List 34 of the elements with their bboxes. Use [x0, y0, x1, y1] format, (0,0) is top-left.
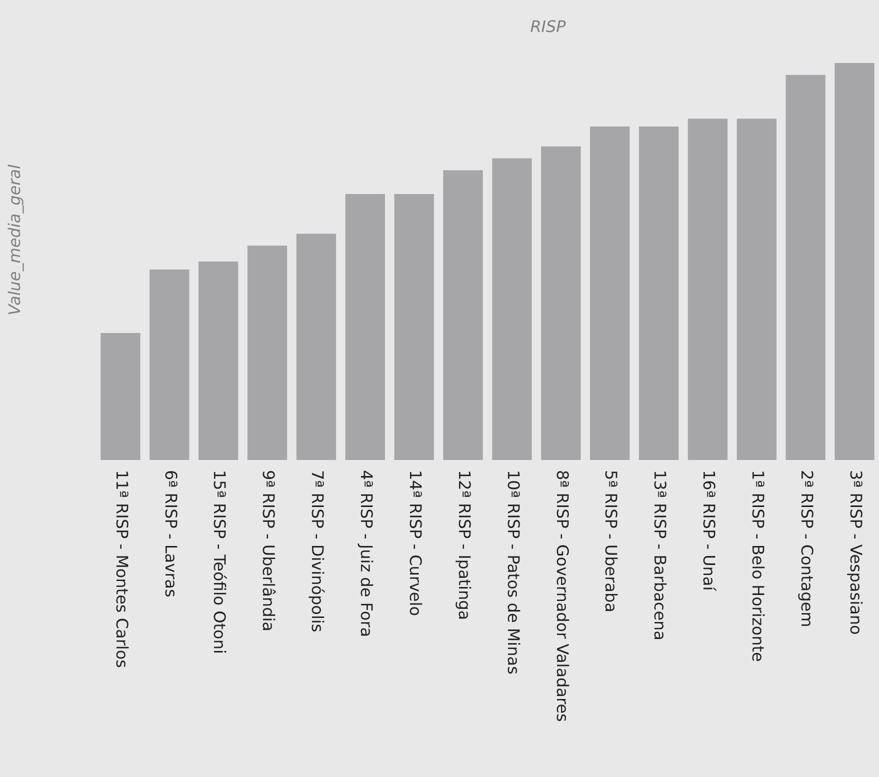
bar — [296, 234, 336, 460]
bar — [492, 158, 532, 460]
bar — [345, 194, 385, 460]
y-axis-title: Value_media_geral — [5, 164, 24, 316]
x-tick-label: 13ª RISP - Barbacena — [650, 470, 670, 640]
bar — [688, 118, 728, 460]
x-tick-label: 7ª RISP - Divinópolis — [308, 470, 328, 632]
bar — [443, 170, 483, 460]
x-tick-label: 4ª RISP - Juiz de Fora — [357, 470, 376, 638]
x-tick-label: 16ª RISP - Unaí — [700, 470, 719, 592]
x-tick-label: 15ª RISP - Teófilo Otoni — [210, 470, 230, 654]
x-tick-label: 2ª RISP - Contagem — [797, 470, 816, 628]
bar — [541, 146, 581, 460]
x-tick-label: 9ª RISP - Uberlândia — [259, 470, 278, 632]
bar — [394, 194, 434, 460]
bar — [736, 118, 776, 460]
chart-title: RISP — [530, 17, 566, 36]
x-tick-label: 5ª RISP - Uberaba — [602, 470, 621, 612]
bar — [198, 262, 238, 460]
x-tick-label: 10ª RISP - Patos de Minas — [504, 470, 523, 674]
x-tick-label: 14ª RISP - Curvelo — [406, 470, 425, 616]
x-tick-label: 12ª RISP - Ipatinga — [454, 470, 474, 620]
x-tick-label: 6ª RISP - Lavras — [161, 470, 180, 598]
x-tick-label: 1ª RISP - Belo Horizonte — [748, 470, 768, 662]
bar — [638, 126, 679, 460]
bar — [834, 63, 874, 460]
x-tick-label: 11ª RISP - Montes Carlos — [112, 470, 132, 668]
x-tick-label: 3ª RISP - Vespasiano — [846, 470, 866, 635]
x-tick-label: 8ª RISP - Governador Valadares — [552, 470, 572, 722]
bar — [590, 126, 630, 460]
bar — [100, 332, 140, 460]
bar — [150, 269, 190, 460]
bar — [786, 74, 826, 460]
bar — [247, 246, 288, 460]
